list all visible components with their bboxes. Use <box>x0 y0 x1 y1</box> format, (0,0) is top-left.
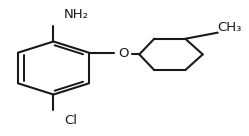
Text: O: O <box>118 47 128 60</box>
Text: NH₂: NH₂ <box>63 8 88 21</box>
Text: CH₃: CH₃ <box>218 21 242 34</box>
Text: Cl: Cl <box>64 114 77 127</box>
